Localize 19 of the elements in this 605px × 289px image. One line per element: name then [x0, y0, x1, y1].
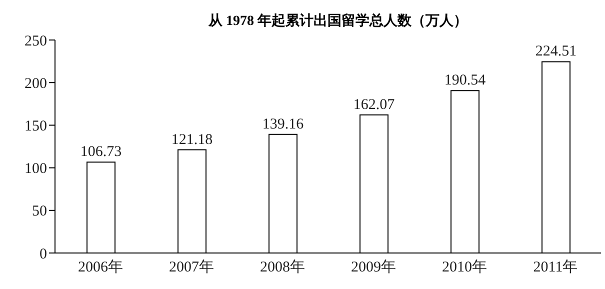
y-tick-label: 250: [24, 33, 47, 50]
y-tick-label: 200: [24, 76, 47, 92]
data-label: 162.07: [353, 96, 396, 113]
data-label: 224.51: [535, 44, 577, 60]
y-tick-label: 100: [24, 161, 47, 178]
data-label: 121.18: [171, 132, 213, 148]
data-label: 106.73: [80, 144, 122, 160]
x-tick-label: 2006年: [78, 258, 123, 276]
x-tick-label: 2008年: [260, 258, 305, 276]
x-tick-label: 2009年: [351, 258, 396, 276]
chart-title: 从 1978 年起累计出国留学总人数（万人）: [207, 12, 468, 30]
y-tick-label: 50: [32, 204, 47, 220]
y-tick-label: 150: [24, 118, 47, 135]
x-tick-label: 2011年: [533, 258, 578, 276]
x-tick-label: 2010年: [442, 258, 487, 276]
data-label: 190.54: [444, 72, 486, 89]
data-label: 139.16: [262, 116, 304, 132]
x-tick-label: 2007年: [169, 258, 214, 276]
y-tick-label: 0: [40, 246, 47, 262]
